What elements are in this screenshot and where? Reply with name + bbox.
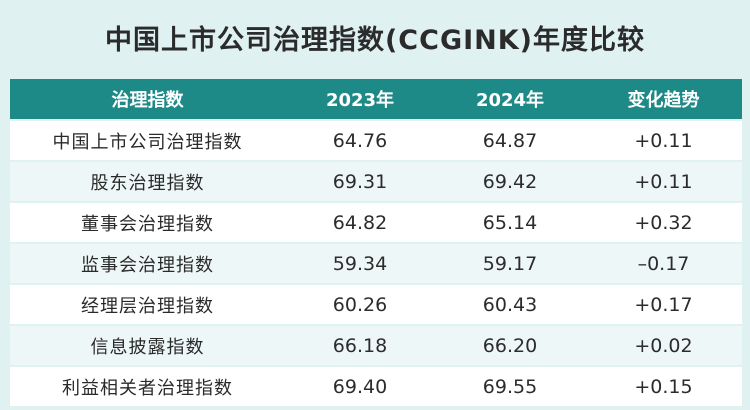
- value-2023-cell: 69.40: [332, 375, 388, 398]
- page-title: 中国上市公司治理指数(CCGINK)年度比较: [104, 25, 646, 56]
- index-name-cell: 经理层治理指数: [81, 295, 214, 317]
- table-row: 董事会治理指数 64.82 65.14 +0.32: [10, 203, 742, 244]
- index-name-cell: 董事会治理指数: [81, 213, 214, 235]
- value-2024-cell: 64.87: [482, 129, 538, 152]
- comparison-table: 治理指数 2023年 2024年 变化趋势 中国上市公司治理指数 64.76 6…: [10, 79, 742, 408]
- value-2024-cell: 60.43: [482, 293, 538, 316]
- table-header-row: 治理指数 2023年 2024年 变化趋势: [10, 79, 742, 121]
- value-2024-cell: 65.14: [482, 211, 538, 234]
- value-2023-cell: 64.82: [332, 211, 388, 234]
- index-name-cell: 股东治理指数: [90, 172, 205, 194]
- change-cell: +0.02: [634, 334, 693, 357]
- table-row: 经理层治理指数 60.26 60.43 +0.17: [10, 285, 742, 326]
- change-cell: +0.17: [634, 293, 693, 316]
- change-cell: +0.11: [634, 170, 693, 193]
- value-2024-cell: 69.42: [482, 170, 538, 193]
- change-cell: +0.11: [634, 129, 693, 152]
- table-row: 监事会治理指数 59.34 59.17 –0.17: [10, 244, 742, 285]
- value-2024-cell: 66.20: [482, 334, 538, 357]
- index-name-cell: 监事会治理指数: [81, 254, 214, 276]
- value-2023-cell: 66.18: [332, 334, 388, 357]
- change-cell: +0.32: [634, 211, 693, 234]
- column-header-change: 变化趋势: [627, 90, 700, 111]
- value-2023-cell: 64.76: [332, 129, 388, 152]
- change-cell: +0.15: [634, 375, 693, 398]
- change-cell: –0.17: [637, 252, 690, 275]
- value-2023-cell: 69.31: [332, 170, 388, 193]
- column-header-2024: 2024年: [475, 90, 545, 111]
- index-name-cell: 利益相关者治理指数: [62, 377, 233, 399]
- table-row: 中国上市公司治理指数 64.76 64.87 +0.11: [10, 121, 742, 162]
- column-header-index-name: 治理指数: [111, 90, 184, 111]
- value-2024-cell: 69.55: [482, 375, 538, 398]
- value-2023-cell: 59.34: [332, 252, 388, 275]
- table-row: 股东治理指数 69.31 69.42 +0.11: [10, 162, 742, 203]
- index-name-cell: 中国上市公司治理指数: [52, 131, 243, 153]
- index-name-cell: 信息披露指数: [90, 336, 205, 358]
- value-2023-cell: 60.26: [332, 293, 388, 316]
- table-row: 利益相关者治理指数 69.40 69.55 +0.15: [10, 367, 742, 408]
- column-header-2023: 2023年: [325, 90, 395, 111]
- table-row: 信息披露指数 66.18 66.20 +0.02: [10, 326, 742, 367]
- value-2024-cell: 59.17: [482, 252, 538, 275]
